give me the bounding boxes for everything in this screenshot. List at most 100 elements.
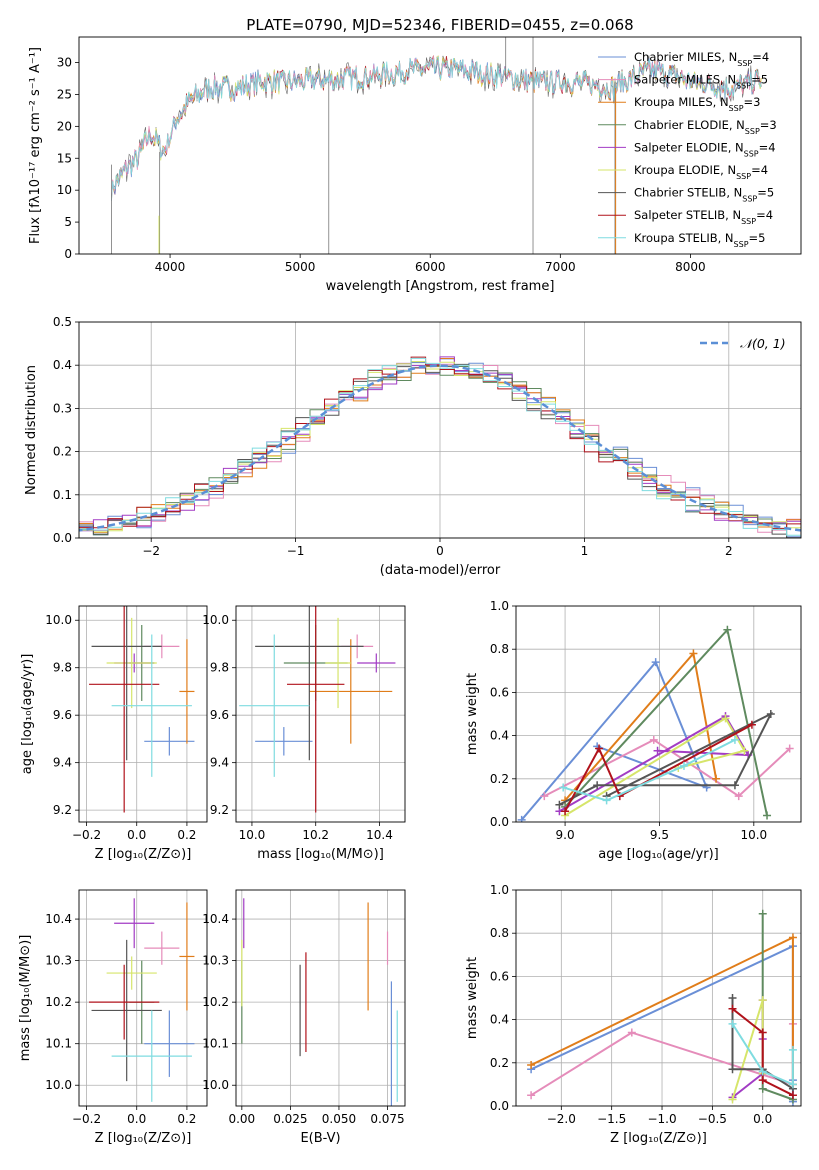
axes-frame <box>78 321 802 539</box>
y-tick-label: 9.6 <box>210 708 229 722</box>
figure-title: PLATE=0790, MJD=52346, FIBERID=0455, z=0… <box>246 16 633 34</box>
y-tick-label: 9.6 <box>53 708 72 722</box>
x-axis-label: Z [log₁₀(Z/Z⊙)] <box>610 1131 707 1146</box>
y-tick-label: 10 <box>57 183 72 197</box>
legend-sub: SSP <box>736 172 751 181</box>
x-tick-label: 1 <box>581 544 589 558</box>
legend-label: 𝒩(0, 1) <box>740 336 786 351</box>
weight-marker <box>763 811 772 820</box>
weight-line <box>731 998 794 1090</box>
plot-area <box>79 322 801 538</box>
weight-marker <box>730 781 739 790</box>
y-axis-label: Normed distribution <box>24 365 39 495</box>
y-tick-label: 9.2 <box>210 803 229 817</box>
weight-marker <box>653 746 662 755</box>
y-tick-label: 10.4 <box>202 912 229 926</box>
x-axis-label: E(B-V) <box>300 1131 340 1146</box>
x-tick-label: 0.025 <box>273 1112 307 1126</box>
y-tick-label: 9.8 <box>210 661 229 675</box>
axes-frame <box>515 889 802 1107</box>
x-tick-label: 0 <box>436 544 444 558</box>
weight-line <box>558 714 750 813</box>
x-tick-label: −0.5 <box>698 1112 727 1126</box>
y-tick-label: 10.3 <box>45 954 72 968</box>
residual-legend: 𝒩(0, 1) <box>700 336 786 351</box>
weight-marker <box>788 1091 797 1100</box>
axes-frame <box>78 889 208 1107</box>
x-tick-label: 9.0 <box>556 828 575 842</box>
plot-area <box>516 890 801 1106</box>
x-tick-label: 0.2 <box>177 1112 196 1126</box>
x-axis-label: age [log₁₀(age/yr)] <box>598 847 719 862</box>
y-tick-label: 0.4 <box>53 358 72 372</box>
weight-marker <box>679 761 688 770</box>
y-tick-label: 10.3 <box>202 954 229 968</box>
y-tick-label: 0.0 <box>490 1099 509 1113</box>
axes-mass_vs_Z: −0.2 0.0 0.2 10.0 10.1 10.2 10.3 10.4 Z [log₁₀(Z… <box>18 889 208 1146</box>
x-tick-label: 8000 <box>675 260 706 274</box>
y-tick-label: 0.4 <box>490 1013 509 1027</box>
weight-marker <box>723 625 732 634</box>
y-tick-label: 0.2 <box>490 772 509 786</box>
x-tick-label: 5000 <box>285 260 316 274</box>
x-tick-label: 0.00 <box>228 1112 255 1126</box>
y-tick-label: 10.1 <box>202 1037 229 1051</box>
weight-marker <box>766 710 775 718</box>
weight-marker <box>721 714 730 723</box>
x-axis-label: Z [log₁₀(Z/Z⊙)] <box>95 1131 192 1146</box>
y-tick-label: 1.0 <box>490 883 509 897</box>
x-tick-label: 4000 <box>155 260 186 274</box>
weight-marker <box>527 1091 536 1100</box>
axes-weight_vs_age: 9.0 9.5 10.0 0.0 0.2 0.4 0.6 0.8 1.0 age [log₁₀(a… <box>465 599 802 862</box>
x-tick-label: −2 <box>142 544 160 558</box>
y-tick-label: 9.4 <box>210 756 229 770</box>
x-tick-label: 0.2 <box>177 828 196 842</box>
legend-label: Chabrier STELIB, NSSP=5 <box>634 186 774 204</box>
spectrum-legend: Chabrier MILES, NSSP=4 Salpeter MILES, NS… <box>598 50 777 248</box>
weight-line <box>564 723 753 812</box>
histogram-step <box>79 357 801 538</box>
y-axis-label: mass weight <box>465 957 480 1039</box>
x-tick-label: 10.4 <box>366 828 393 842</box>
weight-marker <box>649 735 658 744</box>
x-tick-label: −1 <box>287 544 305 558</box>
weight-line <box>543 738 791 798</box>
axes-spectrum: 4000 5000 6000 7000 8000 0 5 10 15 20 25 30 waveleng… <box>28 36 802 294</box>
weight-marker <box>527 1060 536 1069</box>
weight-marker <box>758 909 767 918</box>
x-axis-label: wavelength [Angstrom, rest frame] <box>326 279 555 294</box>
weight-line <box>731 1023 794 1086</box>
y-tick-label: 10.1 <box>45 1037 72 1051</box>
axes-frame <box>235 889 406 1107</box>
x-tick-label: 7000 <box>545 260 576 274</box>
y-tick-label: 0.1 <box>53 488 72 502</box>
legend-label: Kroupa STELIB, NSSP=5 <box>634 231 765 249</box>
y-tick-label: 20 <box>57 119 72 133</box>
x-tick-label: −1.0 <box>647 1112 676 1126</box>
axes-age_vs_Z: −0.2 0.0 0.2 9.2 9.4 9.6 9.8 10.0 Z [log₁₀(Z/Z⊙)… <box>20 605 208 862</box>
y-tick-label: 5 <box>64 215 72 229</box>
legend-count: =4 <box>756 208 773 222</box>
plot-area <box>236 606 405 822</box>
y-axis-label: Flux [fλ10⁻¹⁷ erg cm⁻² s⁻¹ A⁻¹] <box>28 47 43 244</box>
legend-count: =3 <box>744 95 761 109</box>
weight-marker <box>517 815 526 822</box>
weight-marker <box>730 735 739 744</box>
weight-marker <box>561 807 570 816</box>
axes-age_vs_mass: 10.0 10.2 10.4 9.2 9.4 9.6 9.8 10.0 mass [log₁₀(… <box>202 605 406 862</box>
gaussian-curve <box>79 364 801 532</box>
x-tick-label: 0.0 <box>127 1112 146 1126</box>
y-axis-label: age [log₁₀(age/yr)] <box>20 654 35 775</box>
weight-marker <box>758 1084 767 1093</box>
y-tick-label: 0.8 <box>490 926 509 940</box>
x-tick-label: 2 <box>725 544 733 558</box>
y-tick-label: 25 <box>57 87 72 101</box>
plot-area <box>79 606 207 822</box>
x-tick-label: 0.050 <box>322 1112 356 1126</box>
plot-area <box>111 37 762 254</box>
weight-marker <box>559 783 568 792</box>
y-tick-label: 1.0 <box>490 599 509 613</box>
x-tick-label: 0.0 <box>753 1112 772 1126</box>
weight-marker <box>728 1019 737 1028</box>
